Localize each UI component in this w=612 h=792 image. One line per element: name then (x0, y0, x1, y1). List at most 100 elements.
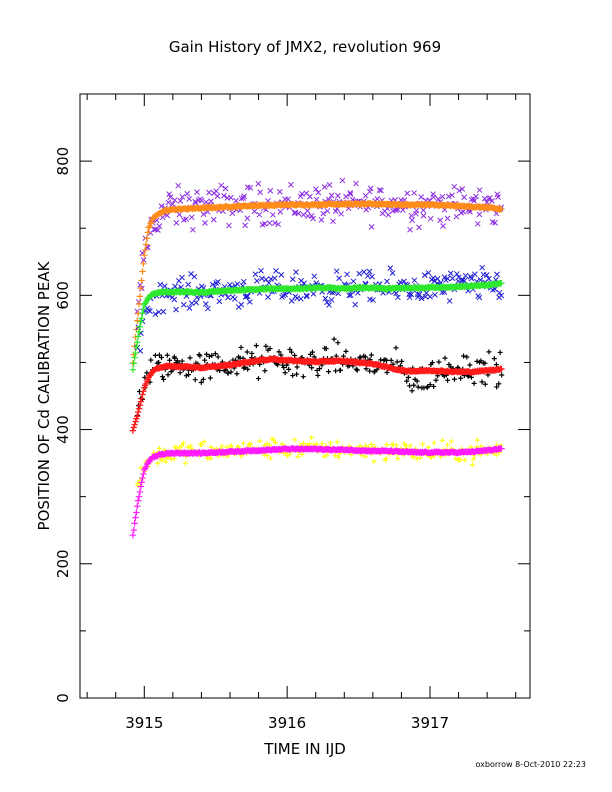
data-point (336, 454, 342, 460)
data-point (157, 281, 164, 288)
data-point (256, 211, 263, 218)
data-point (241, 193, 247, 200)
data-point (425, 269, 432, 276)
data-point (315, 189, 322, 196)
data-point (295, 454, 301, 460)
data-point (189, 226, 196, 233)
data-point (243, 293, 250, 300)
data-point (471, 198, 477, 204)
data-point (439, 193, 446, 200)
data-point (446, 361, 452, 367)
data-point (191, 273, 198, 280)
data-point (187, 443, 193, 449)
x-tick-label: 3916 (268, 714, 306, 732)
data-point (171, 456, 177, 462)
data-point (275, 362, 281, 368)
data-point (255, 376, 261, 382)
data-point (167, 357, 173, 363)
data-point (282, 291, 288, 298)
data-point (247, 442, 253, 448)
data-point (173, 306, 179, 313)
data-point (326, 302, 332, 308)
data-point (172, 355, 178, 361)
data-point (393, 207, 399, 214)
data-point (418, 295, 425, 302)
data-point (439, 437, 445, 443)
data-point (328, 297, 335, 303)
data-point (457, 457, 463, 463)
data-point (213, 188, 220, 195)
data-point (453, 213, 460, 220)
data-point (262, 443, 268, 449)
data-point (289, 276, 296, 283)
data-point (244, 215, 251, 222)
data-point (233, 197, 239, 204)
data-point (257, 189, 264, 196)
data-point (482, 360, 488, 366)
data-point (429, 360, 435, 366)
data-point (202, 220, 208, 226)
data-point (134, 413, 141, 420)
data-point (307, 441, 313, 447)
data-point (367, 368, 373, 374)
data-point (240, 195, 247, 201)
data-point (307, 193, 313, 200)
data-point (140, 388, 147, 395)
data-point (308, 213, 315, 219)
data-point (267, 455, 273, 461)
data-point (482, 381, 488, 387)
data-point (202, 357, 208, 363)
data-point (241, 365, 247, 371)
data-point (188, 300, 195, 307)
data-point (356, 270, 363, 277)
data-point (148, 357, 154, 363)
data-point (225, 370, 231, 376)
data-point (141, 246, 149, 254)
data-point (486, 349, 492, 355)
data-point (422, 293, 429, 300)
data-point (179, 443, 185, 449)
data-point (292, 437, 298, 443)
y-tick-label: 200 (54, 549, 72, 578)
data-point (271, 275, 278, 282)
data-point (409, 388, 415, 394)
data-point (300, 440, 306, 446)
x-axis-label: TIME IN IJD (263, 740, 346, 758)
data-point (137, 398, 144, 405)
data-point (477, 277, 484, 283)
data-point (427, 293, 433, 300)
data-point (300, 374, 306, 380)
data-point (407, 383, 413, 389)
data-point (185, 281, 192, 288)
data-point (489, 198, 495, 204)
data-point (326, 182, 333, 188)
data-point (265, 280, 272, 286)
data-point (145, 224, 152, 231)
data-point (384, 278, 390, 285)
data-point (336, 275, 342, 282)
data-point (161, 376, 167, 382)
data-point (208, 455, 214, 461)
data-point (408, 212, 415, 219)
data-point (229, 210, 236, 217)
data-point (238, 301, 245, 308)
data-point (264, 452, 270, 458)
data-point (140, 470, 147, 478)
data-point (214, 193, 221, 200)
data-point (330, 218, 336, 225)
data-point (484, 199, 490, 206)
data-point (498, 206, 505, 213)
fit-series (129, 279, 505, 373)
data-point (166, 191, 173, 198)
data-point (378, 187, 384, 194)
data-point (215, 354, 221, 360)
data-point (218, 182, 225, 189)
data-point (180, 440, 186, 446)
data-point (304, 207, 311, 214)
data-point (441, 274, 448, 281)
data-point (129, 366, 137, 373)
data-point (206, 189, 212, 196)
data-point (165, 199, 172, 206)
data-point (331, 336, 337, 342)
data-point (167, 194, 174, 200)
